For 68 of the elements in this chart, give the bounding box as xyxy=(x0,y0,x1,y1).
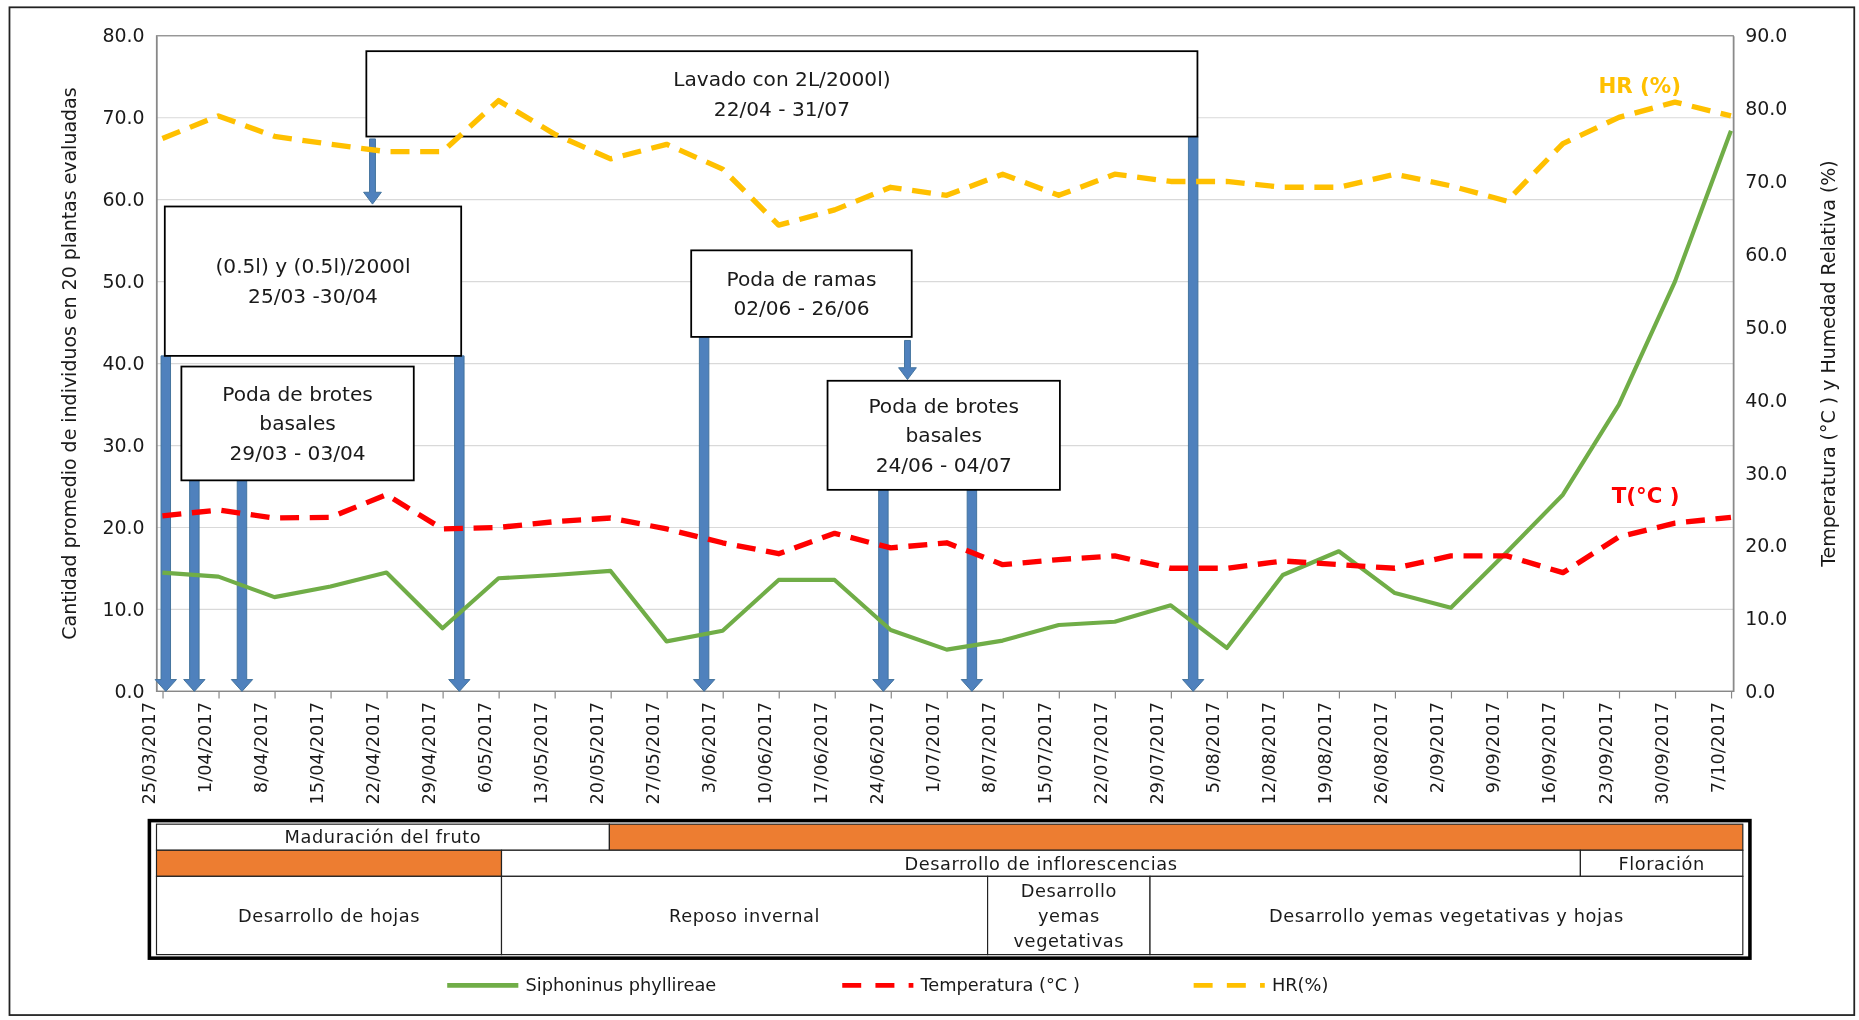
legend-label: Temperatura (°C ) xyxy=(919,974,1080,996)
text: Reposo invernal xyxy=(669,904,821,926)
text: Maduración del fruto xyxy=(284,826,482,848)
annotation: HR (%) xyxy=(1598,72,1681,98)
x-tick-label: 7/10/2017 xyxy=(1706,702,1728,794)
x-tick-label: 19/08/2017 xyxy=(1314,702,1336,805)
y2-tick-label: 60.0 xyxy=(1745,242,1788,265)
legend-label: HR(%) xyxy=(1271,974,1329,996)
annotation: Lavado con 2L/2000l) 22/04 - 31/07 xyxy=(673,67,891,121)
y2-tick-label: 90.0 xyxy=(1745,24,1788,47)
x-tick-label: 29/07/2017 xyxy=(1146,702,1168,805)
annotation: Poda de brotes basales 29/03 - 03/04 xyxy=(222,381,373,466)
y-tick-label: 10.0 xyxy=(102,598,145,621)
x-tick-label: 10/06/2017 xyxy=(754,702,776,805)
y2-axis-title: Temperatura (°C ) y Humedad Relativa (%) xyxy=(1817,160,1840,568)
y2-tick-label: 50.0 xyxy=(1745,315,1788,338)
y-tick-label: 20.0 xyxy=(102,516,145,539)
y2-tick-label: 40.0 xyxy=(1745,388,1788,411)
y2-tick-label: 10.0 xyxy=(1745,607,1788,630)
x-tick-label: 24/06/2017 xyxy=(866,702,888,805)
x-tick-label: 12/08/2017 xyxy=(1258,702,1280,805)
x-tick-label: 13/05/2017 xyxy=(530,702,552,805)
y-tick-label: 30.0 xyxy=(102,434,145,457)
x-tick-label: 15/04/2017 xyxy=(306,702,328,805)
x-tick-label: 22/04/2017 xyxy=(362,702,384,805)
x-tick-label: 2/09/2017 xyxy=(1426,702,1448,794)
x-tick-label: 22/07/2017 xyxy=(1090,702,1112,805)
text: Desarrollo yemas vegetativas y hojas xyxy=(1268,904,1624,926)
y-tick-label: 80.0 xyxy=(102,24,145,47)
x-tick-label: 30/09/2017 xyxy=(1650,702,1672,805)
text: Desarrollo de hojas xyxy=(237,904,421,926)
y2-tick-label: 80.0 xyxy=(1745,97,1788,120)
y-tick-label: 70.0 xyxy=(102,106,145,129)
annotation: Poda de brotes basales 24/06 - 04/07 xyxy=(868,393,1020,477)
x-tick-label: 23/09/2017 xyxy=(1594,702,1616,805)
x-tick-label: 6/05/2017 xyxy=(474,702,496,794)
x-tick-label: 27/05/2017 xyxy=(642,702,664,805)
y-axis-title: Cantidad promedio de individuos en 20 plantas evaluadas xyxy=(57,87,80,640)
y-tick-label: 50.0 xyxy=(102,270,145,293)
x-tick-label: 3/06/2017 xyxy=(698,702,720,794)
y2-tick-label: 20.0 xyxy=(1745,534,1788,557)
x-tick-label: 8/04/2017 xyxy=(250,702,272,794)
text: Floración xyxy=(1618,852,1705,874)
x-tick-label: 1/04/2017 xyxy=(194,702,216,794)
annotation: (0.5l) y (0.5l)/2000l 25/03 -30/04 xyxy=(215,254,411,309)
legend-label: Siphoninus phyllireae xyxy=(525,974,717,996)
x-tick-label: 15/07/2017 xyxy=(1034,702,1056,805)
x-tick-label: 20/05/2017 xyxy=(586,702,608,805)
text: Desarrollo yemas vegetativas xyxy=(1013,879,1125,951)
x-tick-label: 5/08/2017 xyxy=(1202,702,1224,794)
y-tick-label: 0.0 xyxy=(114,680,145,703)
y2-tick-label: 0.0 xyxy=(1745,680,1776,703)
line-series xyxy=(160,128,1734,652)
x-tick-label: 17/06/2017 xyxy=(810,702,832,805)
y-tick-label: 40.0 xyxy=(102,352,145,375)
y2-tick-label: 70.0 xyxy=(1745,170,1788,193)
x-tick-label: 9/09/2017 xyxy=(1482,702,1504,794)
x-tick-label: 1/07/2017 xyxy=(922,702,944,794)
x-tick-label: 8/07/2017 xyxy=(978,702,1000,794)
x-tick-label: 25/03/2017 xyxy=(138,702,160,805)
x-tick-label: 26/08/2017 xyxy=(1370,702,1392,805)
annotation: T(°C ) xyxy=(1611,482,1680,508)
y-tick-label: 60.0 xyxy=(102,188,145,211)
text: Desarrollo de inflorescencias xyxy=(904,852,1178,874)
annotation: Poda de ramas 02/06 - 26/06 xyxy=(726,266,877,321)
x-tick-label: 16/09/2017 xyxy=(1538,702,1560,805)
x-tick-label: 29/04/2017 xyxy=(418,702,440,805)
y2-tick-label: 30.0 xyxy=(1745,461,1788,484)
